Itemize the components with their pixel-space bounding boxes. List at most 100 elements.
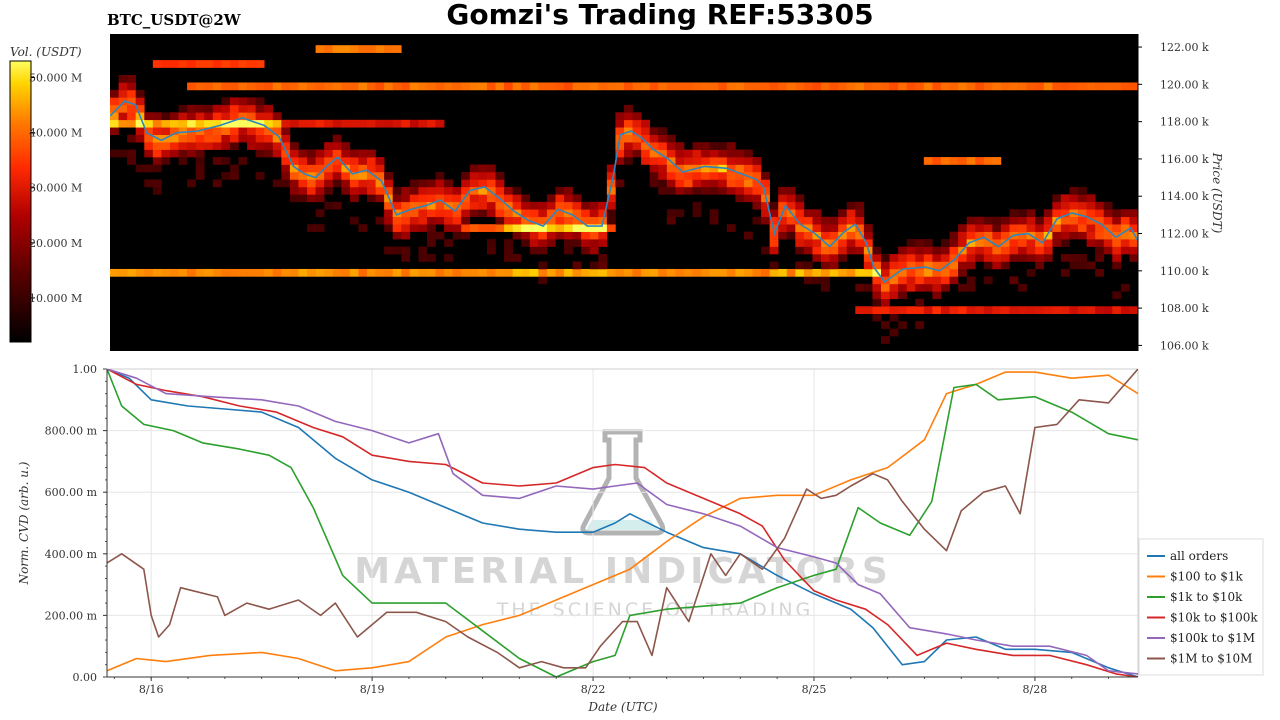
heatmap-cell <box>435 186 445 195</box>
heatmap-cell <box>709 171 719 180</box>
heatmap-cell <box>709 268 719 277</box>
heatmap-cell <box>589 231 599 240</box>
heatmap-cell <box>349 164 359 173</box>
heatmap-cell <box>469 171 479 180</box>
heatmap-cell <box>675 209 685 218</box>
heatmap-cell <box>855 283 865 292</box>
heatmap-cell <box>898 291 907 300</box>
heatmap-cell <box>298 149 308 158</box>
heatmap-cell <box>692 179 702 188</box>
heatmap-cell <box>1095 82 1105 91</box>
heatmap-cell <box>418 186 428 195</box>
heatmap-cell <box>1018 254 1027 262</box>
heatmap-cell <box>469 201 479 210</box>
heatmap-cell <box>1026 224 1036 232</box>
heatmap-cell <box>1000 231 1010 240</box>
heatmap-cell <box>632 268 642 277</box>
heatmap-cell <box>281 119 291 128</box>
heatmap-cell <box>778 216 788 225</box>
heatmap-cell <box>641 268 650 277</box>
heatmap-cell <box>803 209 813 218</box>
heatmap-cell <box>409 201 419 210</box>
heatmap-cell <box>1078 82 1087 91</box>
heatmap-cell <box>1043 216 1053 225</box>
heatmap-cell <box>949 239 959 247</box>
heatmap-cell <box>401 216 411 225</box>
heatmap-cell <box>863 283 873 292</box>
heatmap-cell <box>332 201 342 210</box>
heatmap-cell <box>478 82 488 91</box>
heatmap-cell <box>598 224 608 232</box>
heatmap-cell <box>229 119 239 128</box>
heatmap-cell <box>992 261 1002 270</box>
heatmap-cell <box>940 276 950 285</box>
heatmap-cell <box>504 209 513 218</box>
heatmap-cell <box>1009 209 1019 218</box>
heatmap-cell <box>675 142 685 150</box>
heatmap-cell <box>1043 82 1053 91</box>
heatmap-cell <box>1095 246 1105 255</box>
heatmap-cell <box>204 119 214 128</box>
heatmap-cell <box>1069 254 1079 262</box>
heatmap-cell <box>778 82 788 91</box>
heatmap-cell <box>555 216 565 225</box>
heatmap-cell <box>212 179 222 188</box>
heatmap-cell <box>881 321 890 329</box>
heatmap-cell <box>426 239 436 247</box>
heatmap-cell <box>761 186 770 195</box>
heatmap-cell <box>358 224 368 232</box>
legend-items: all orders $100 to $1k $1k to $10k $10k to … <box>1147 549 1258 666</box>
heatmap-cell <box>384 201 393 210</box>
heatmap-cell <box>752 157 762 165</box>
heatmap-cell <box>127 97 136 106</box>
heatmap-cell <box>966 224 976 232</box>
heatmap-cell <box>564 82 573 91</box>
heatmap-cell <box>881 291 890 300</box>
heatmap-cell <box>255 97 265 106</box>
heatmap-cell <box>315 179 325 188</box>
heatmap-cell <box>975 239 985 247</box>
heatmap-cell <box>324 142 334 150</box>
heatmap-cell <box>212 60 222 68</box>
heatmap-cell <box>478 194 488 203</box>
heatmap-cell <box>444 224 453 232</box>
heatmap-cell <box>975 254 985 262</box>
heatmap-cell <box>735 157 745 165</box>
heatmap-cell <box>709 82 719 91</box>
heatmap-cell <box>135 127 145 135</box>
heatmap-cell <box>923 246 933 255</box>
heatmap-cell <box>1112 239 1122 247</box>
heatmap-cell <box>349 179 359 188</box>
heatmap-cell <box>375 216 385 225</box>
heatmap-cell <box>932 254 942 262</box>
heatmap-cell <box>1026 246 1036 255</box>
heatmap-cell <box>444 216 453 225</box>
heatmap-cell <box>923 261 933 270</box>
heatmap-cell <box>1078 261 1087 270</box>
heatmap-cell <box>769 231 779 240</box>
heatmap-cell <box>367 149 376 158</box>
heatmap-cell <box>315 171 325 180</box>
heatmap-cell <box>649 149 659 158</box>
heatmap-cell <box>324 82 334 91</box>
heatmap-cell <box>606 224 616 232</box>
heatmap-cell <box>332 45 342 53</box>
heatmap-cell <box>735 194 745 203</box>
heatmap-cell <box>264 134 274 143</box>
heatmap-cell <box>204 60 214 68</box>
heatmap-background <box>110 34 1138 351</box>
heatmap-cell <box>486 164 496 173</box>
heatmap-cell <box>812 224 822 232</box>
heatmap-cell <box>418 268 428 277</box>
heatmap-cell <box>855 224 865 232</box>
heatmap-cell <box>229 142 239 150</box>
heatmap-cell <box>435 268 445 277</box>
heatmap-cell <box>726 157 736 165</box>
heatmap-cell <box>958 306 967 315</box>
heatmap-cell <box>538 201 548 210</box>
heatmap-cell <box>255 171 265 180</box>
heatmap-cell <box>1129 306 1138 315</box>
heatmap-cell <box>1103 306 1113 315</box>
heatmap-cell <box>923 268 933 277</box>
heatmap-cell <box>881 82 890 91</box>
